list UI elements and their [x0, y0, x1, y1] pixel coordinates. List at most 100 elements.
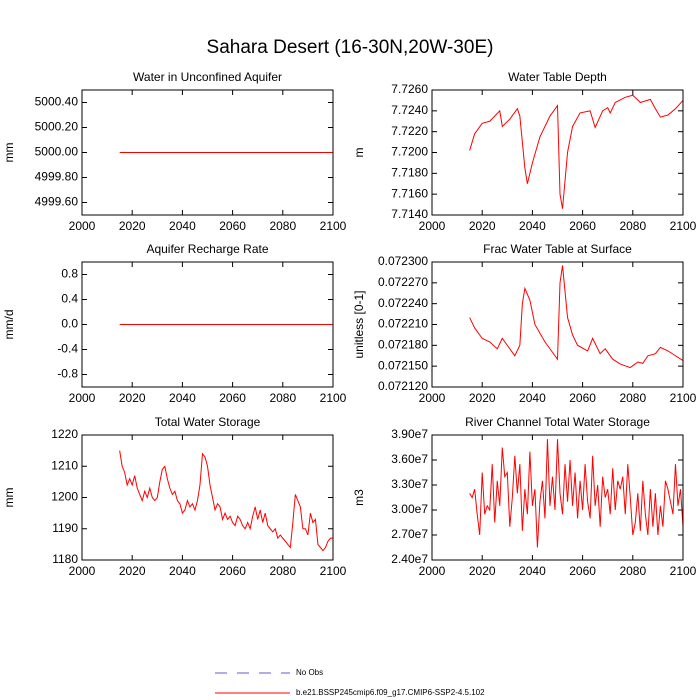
- y-axis-label: m3: [352, 489, 366, 506]
- data-line: [469, 265, 683, 369]
- x-tick-label: 2020: [469, 219, 496, 233]
- y-tick-label: 3.60e7: [391, 452, 428, 466]
- y-tick-label: 2.70e7: [391, 527, 428, 541]
- panel-title: Aquifer Recharge Rate: [146, 242, 268, 256]
- plot-area: [469, 94, 683, 209]
- y-tick-label: 7.7160: [391, 186, 428, 200]
- data-line: [119, 450, 333, 552]
- panel-title: River Channel Total Water Storage: [465, 415, 650, 429]
- x-tick-label: 2000: [419, 219, 446, 233]
- x-tick-label: 2080: [619, 391, 646, 405]
- y-axis-label: mm/d: [2, 310, 16, 340]
- x-tick-label: 2060: [569, 219, 596, 233]
- axes-frame: [81, 434, 334, 561]
- x-tick-label: 2040: [519, 564, 546, 578]
- x-tick-label: 2060: [219, 219, 246, 233]
- y-tick-label: 4999.80: [35, 170, 79, 184]
- y-tick-label: 7.7220: [391, 124, 428, 138]
- x-tick-label: 2040: [519, 219, 546, 233]
- y-tick-label: 0.072270: [378, 275, 428, 289]
- x-tick-label: 2000: [419, 564, 446, 578]
- x-tick-label: 2080: [619, 219, 646, 233]
- x-tick-label: 2060: [219, 564, 246, 578]
- y-tick-label: 0.072300: [378, 254, 428, 268]
- legend-label: b.e21.BSSP245cmip6.f09_g17.CMIP6-SSP2-4.…: [296, 688, 485, 697]
- y-tick-label: 3.90e7: [391, 427, 428, 441]
- y-tick-label: 0.072240: [378, 296, 428, 310]
- y-tick-label: 1220: [51, 427, 78, 441]
- x-tick-label: 2080: [269, 391, 296, 405]
- y-tick-label: -0.4: [57, 342, 78, 356]
- x-tick-label: 2000: [419, 391, 446, 405]
- y-tick-label: 0.072210: [378, 317, 428, 331]
- legend-label: No Obs: [296, 668, 323, 677]
- y-tick-label: 7.7180: [391, 166, 428, 180]
- y-tick-label: 1190: [52, 521, 78, 535]
- x-tick-label: 2040: [519, 391, 546, 405]
- y-tick-label: 5000.20: [35, 120, 79, 134]
- panel-title: Water in Unconfined Aquifer: [133, 70, 282, 84]
- x-tick-label: 2040: [169, 219, 196, 233]
- x-tick-label: 2060: [569, 564, 596, 578]
- x-tick-label: 2040: [169, 564, 196, 578]
- panel-title: Frac Water Table at Surface: [483, 242, 632, 256]
- x-tick-label: 2080: [269, 219, 296, 233]
- x-tick-label: 2020: [469, 391, 496, 405]
- y-tick-label: 7.7140: [391, 207, 428, 221]
- x-tick-label: 2080: [269, 564, 296, 578]
- x-tick-label: 2000: [69, 564, 96, 578]
- x-tick-label: 2080: [619, 564, 646, 578]
- data-line: [469, 439, 683, 548]
- x-tick-label: 2100: [320, 219, 347, 233]
- axes-frame: [431, 89, 684, 216]
- axes-frame: [81, 261, 334, 388]
- x-tick-label: 2060: [219, 391, 246, 405]
- y-tick-label: 1210: [51, 458, 78, 472]
- x-tick-label: 2100: [320, 564, 347, 578]
- y-tick-label: 0.0: [61, 317, 78, 331]
- figure-title: Sahara Desert (16-30N,20W-30E): [207, 37, 494, 58]
- y-tick-label: 3.30e7: [391, 477, 428, 491]
- x-tick-label: 2100: [670, 391, 697, 405]
- y-tick-label: 7.7200: [391, 145, 428, 159]
- y-tick-label: 4999.60: [35, 195, 79, 209]
- y-tick-label: 0.072150: [378, 358, 428, 372]
- x-tick-label: 2060: [569, 391, 596, 405]
- x-tick-label: 2020: [119, 391, 146, 405]
- plot-area: [469, 439, 683, 548]
- x-tick-label: 2020: [119, 219, 146, 233]
- y-axis-label: unitless [0-1]: [352, 290, 366, 358]
- y-tick-label: 2.40e7: [391, 552, 428, 566]
- axes-frame: [431, 434, 684, 561]
- y-tick-label: 5000.00: [35, 145, 79, 159]
- y-axis-label: mm: [2, 488, 16, 508]
- x-tick-label: 2100: [670, 219, 697, 233]
- x-tick-label: 2020: [469, 564, 496, 578]
- plot-area: [469, 265, 683, 369]
- axes-frame: [431, 261, 684, 388]
- x-tick-label: 2000: [69, 391, 96, 405]
- y-tick-label: 7.7260: [391, 82, 428, 96]
- panel-title: Total Water Storage: [155, 415, 261, 429]
- y-tick-label: 1180: [52, 552, 78, 566]
- x-tick-label: 2100: [320, 391, 347, 405]
- y-tick-label: 1200: [51, 490, 78, 504]
- y-tick-label: 0.072120: [378, 379, 428, 393]
- y-tick-label: 0.072180: [378, 338, 428, 352]
- y-axis-label: m: [352, 148, 366, 158]
- y-tick-label: 3.00e7: [391, 502, 428, 516]
- y-tick-label: -0.8: [57, 367, 78, 381]
- x-tick-label: 2020: [119, 564, 146, 578]
- axes-frame: [81, 89, 334, 216]
- y-tick-label: 5000.40: [35, 95, 79, 109]
- plot-area: [119, 450, 333, 552]
- x-tick-label: 2040: [169, 391, 196, 405]
- y-tick-label: 7.7240: [391, 103, 428, 117]
- panel-title: Water Table Depth: [508, 70, 607, 84]
- y-tick-label: 0.8: [61, 267, 78, 281]
- y-axis-label: mm: [2, 143, 16, 163]
- y-tick-label: 0.4: [61, 292, 78, 306]
- x-tick-label: 2000: [69, 219, 96, 233]
